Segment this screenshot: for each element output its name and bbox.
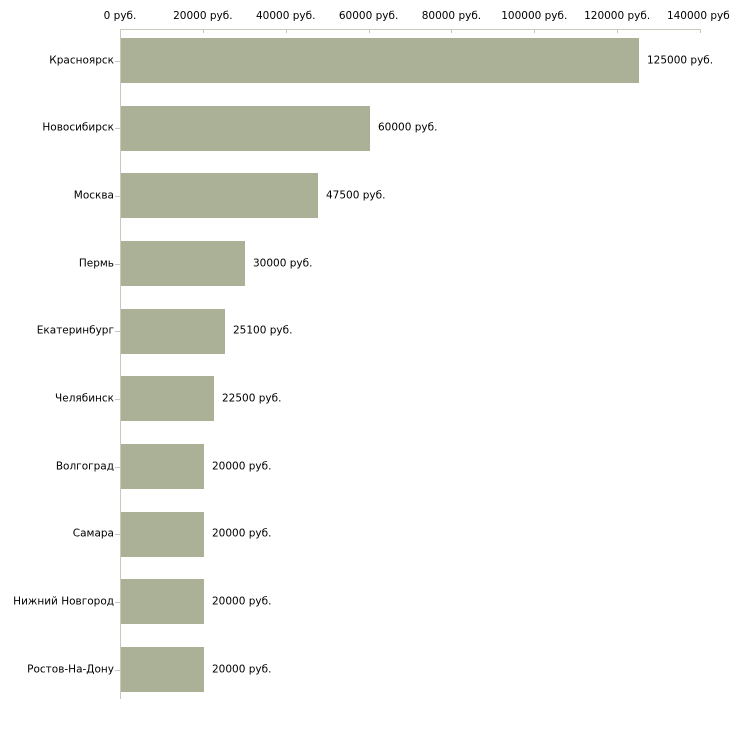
- category-label: Пермь: [78, 257, 114, 269]
- x-axis-tick: [120, 29, 121, 33]
- value-label: 30000 руб.: [253, 257, 313, 269]
- y-axis-line: [120, 29, 121, 699]
- x-axis-line: [120, 29, 701, 30]
- x-axis-tick: [202, 29, 204, 33]
- x-axis-tick-label: 60000 руб.: [338, 10, 399, 22]
- bar: [121, 105, 370, 151]
- x-axis-tick-label: 100000 руб.: [501, 10, 568, 22]
- y-axis-tick: [115, 196, 120, 197]
- value-label: 22500 руб.: [222, 392, 282, 405]
- x-axis-tick-label: 80000 руб.: [421, 10, 482, 22]
- y-axis-tick: [115, 602, 120, 603]
- x-axis-tick: [285, 29, 287, 33]
- category-label: Самара: [72, 527, 114, 540]
- bar: [121, 308, 225, 354]
- x-axis-tick-label: 120000 руб.: [584, 10, 651, 22]
- x-axis-tick-label: 0 руб.: [103, 10, 137, 22]
- category-label: Красноярск: [49, 54, 114, 66]
- value-label: 60000 руб.: [378, 121, 438, 134]
- bar: [121, 173, 318, 219]
- bar: [121, 444, 204, 490]
- y-axis-tick: [115, 264, 120, 265]
- category-label: Новосибирск: [42, 121, 114, 134]
- value-label: 20000 руб.: [212, 663, 272, 676]
- value-label: 25100 руб.: [233, 324, 293, 337]
- category-label: Екатеринбург: [36, 324, 114, 337]
- bar: [121, 241, 245, 286]
- y-axis-tick: [115, 399, 120, 400]
- y-axis-tick: [115, 331, 120, 332]
- category-label: Ростов-На-Дону: [27, 663, 114, 676]
- category-label: Волгоград: [55, 460, 114, 473]
- category-label: Нижний Новгород: [13, 595, 114, 608]
- value-label: 47500 руб.: [326, 189, 386, 202]
- bar: [121, 647, 204, 693]
- x-axis-tick: [451, 29, 453, 33]
- x-axis-tick: [534, 29, 536, 33]
- x-axis-tick-label: 140000 руб.: [666, 10, 730, 22]
- y-axis-tick: [115, 61, 120, 62]
- x-axis-tick-label: 40000 руб.: [255, 10, 316, 22]
- value-label: 20000 руб.: [212, 527, 272, 540]
- y-axis-tick: [115, 534, 120, 535]
- bar: [121, 38, 639, 83]
- x-axis-tick: [700, 29, 701, 33]
- x-axis-tick: [617, 29, 619, 33]
- x-axis-tick: [368, 29, 370, 33]
- category-label: Москва: [73, 189, 114, 202]
- value-label: 125000 руб.: [647, 54, 714, 66]
- value-label: 20000 руб.: [212, 595, 272, 608]
- y-axis-tick: [115, 467, 120, 468]
- bar: [121, 579, 204, 625]
- bar: [121, 511, 204, 557]
- bar: [121, 376, 214, 422]
- category-label: Челябинск: [55, 392, 114, 405]
- x-axis-tick-label: 20000 руб.: [173, 10, 233, 22]
- y-axis-tick: [115, 128, 120, 129]
- y-axis-tick: [115, 670, 120, 671]
- value-label: 20000 руб.: [212, 460, 272, 473]
